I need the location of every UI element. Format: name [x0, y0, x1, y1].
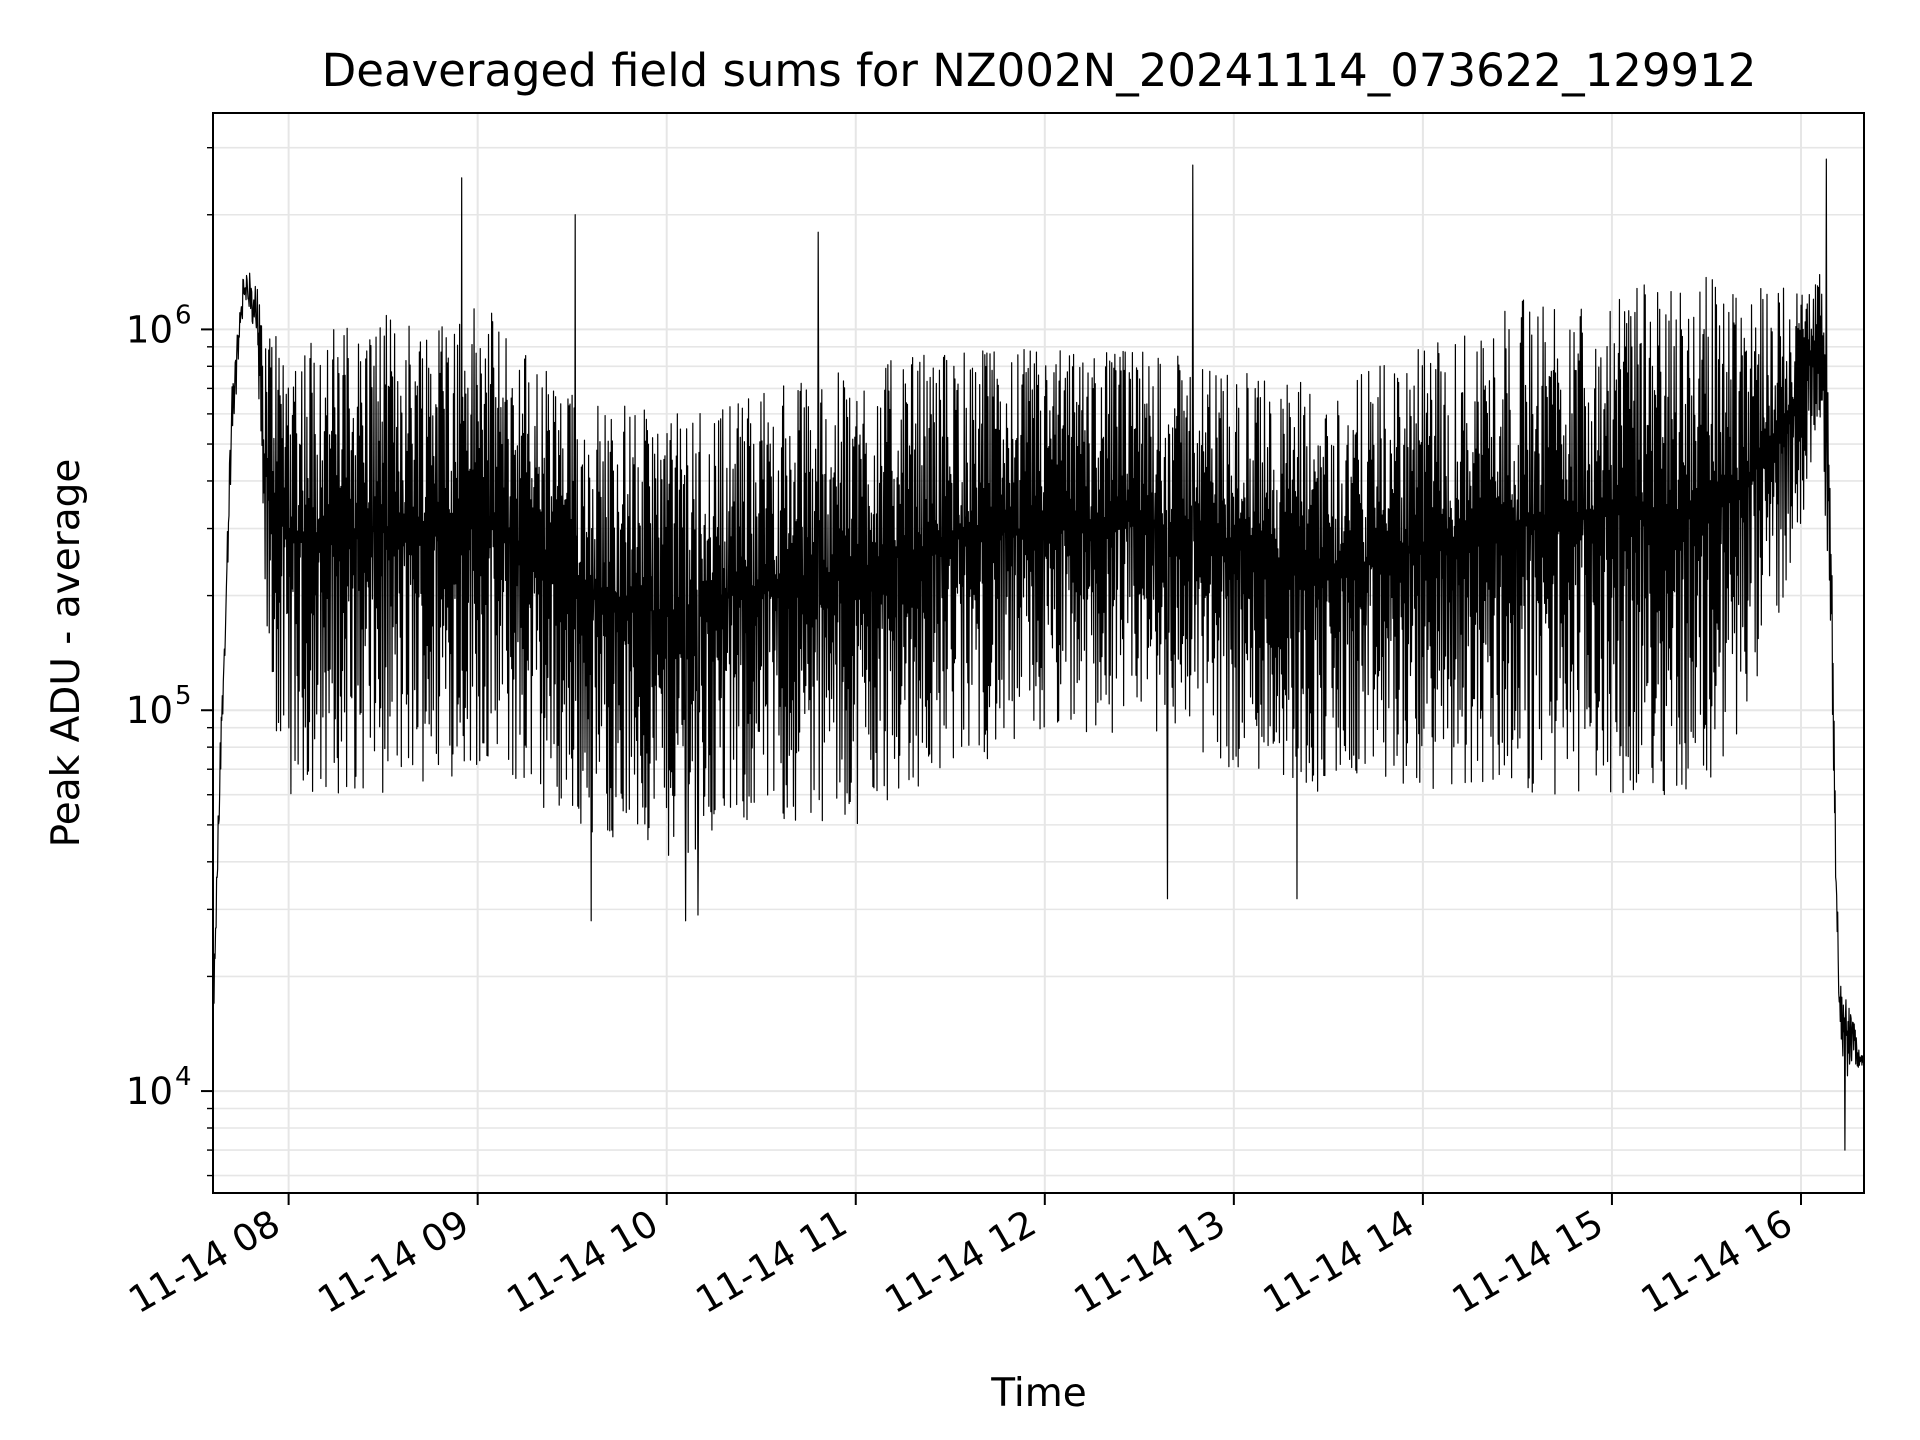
- y-axis-label: Peak ADU - average: [44, 459, 89, 848]
- y-tick-exponent: 6: [175, 300, 192, 330]
- plot-frame: [212, 112, 1865, 1194]
- series-line: [212, 158, 1865, 1151]
- chart-title: Deaveraged field sums for NZ002N_2024111…: [322, 44, 1757, 97]
- x-axis-label: Time: [990, 1371, 1086, 1416]
- y-tick-exponent: 5: [175, 681, 192, 711]
- series: [212, 158, 1865, 1151]
- y-tick-exponent: 4: [175, 1062, 192, 1092]
- y-tick-label: 10: [126, 308, 173, 351]
- y-tick-label: 10: [126, 689, 173, 732]
- y-tick-label: 10: [126, 1070, 173, 1113]
